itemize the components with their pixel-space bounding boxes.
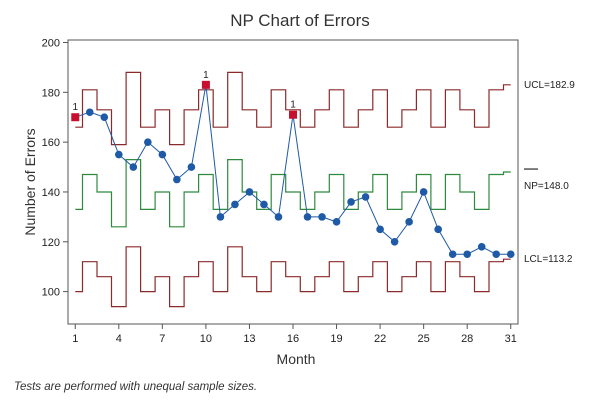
y-tick-label: 160 (42, 137, 60, 149)
data-point (245, 188, 254, 196)
data-point (492, 250, 501, 259)
data-point (231, 200, 239, 209)
data-point (434, 225, 442, 234)
data-point (332, 218, 341, 226)
y-tick-label: 100 (42, 287, 60, 299)
data-point (274, 213, 283, 221)
data-point (85, 108, 94, 117)
data-point (448, 250, 457, 259)
data-point (115, 150, 123, 159)
x-tick-label: 16 (287, 333, 299, 345)
y-tick-label: 140 (42, 187, 60, 199)
y-tick-label: 200 (42, 37, 60, 49)
data-point (506, 250, 515, 259)
ucl-label: UCL=182.9 (524, 80, 575, 91)
ucl-line (75, 71, 511, 146)
y-tick-label: 180 (42, 87, 60, 99)
data-point (144, 138, 152, 146)
data-point (376, 225, 384, 234)
data-point (405, 218, 413, 226)
test-flag-label: 1 (203, 70, 209, 81)
test-flag-label: 1 (72, 102, 78, 113)
footnote: Tests are performed with unequal sample … (14, 381, 257, 393)
x-tick-label: 19 (330, 333, 342, 345)
y-tick-label: 120 (42, 237, 60, 249)
data-point (100, 113, 109, 122)
data-point (216, 213, 225, 221)
data-point (173, 175, 181, 184)
x-tick-label: 28 (461, 333, 473, 345)
data-point (419, 188, 428, 196)
plot-area (67, 39, 519, 325)
x-tick-label: 4 (116, 333, 122, 345)
data-point (318, 213, 326, 221)
lcl-line (75, 246, 511, 308)
data-point (129, 163, 138, 171)
control-limits (75, 71, 511, 308)
data-point (361, 193, 370, 201)
data-point (303, 213, 312, 221)
center-line (75, 159, 511, 228)
y-axis-label: Number of Errors (22, 128, 38, 235)
x-axis-label: Month (277, 351, 316, 367)
data-point (390, 237, 399, 246)
x-tick-label: 10 (200, 333, 212, 345)
data-point (158, 150, 167, 159)
x-tick-label: 1 (72, 333, 78, 345)
data-series: 1 1 1 (71, 70, 515, 259)
x-tick-label: 13 (243, 333, 255, 345)
flagged-point (71, 113, 80, 122)
flagged-point (201, 80, 210, 89)
x-tick-label: 31 (505, 333, 517, 345)
limit-labels: UCL=182.9 NP=148.0 LCL=113.2 (524, 80, 575, 265)
data-point (477, 242, 486, 251)
data-point (463, 250, 471, 259)
x-tick-label: 22 (374, 333, 386, 345)
axes: 1 4 7 10 13 16 19 22 25 28 31 100 120 140 160 180 200 (42, 37, 517, 345)
x-tick-label: 25 (418, 333, 430, 345)
lcl-label: LCL=113.2 (524, 254, 573, 265)
chart-title: NP Chart of Errors (230, 11, 370, 30)
flagged-point (289, 110, 297, 119)
x-tick-label: 7 (159, 333, 165, 345)
data-point (187, 163, 196, 171)
data-point (260, 200, 268, 209)
data-point (347, 198, 355, 206)
center-label: NP=148.0 (524, 181, 569, 192)
test-flag-label: 1 (290, 100, 296, 111)
